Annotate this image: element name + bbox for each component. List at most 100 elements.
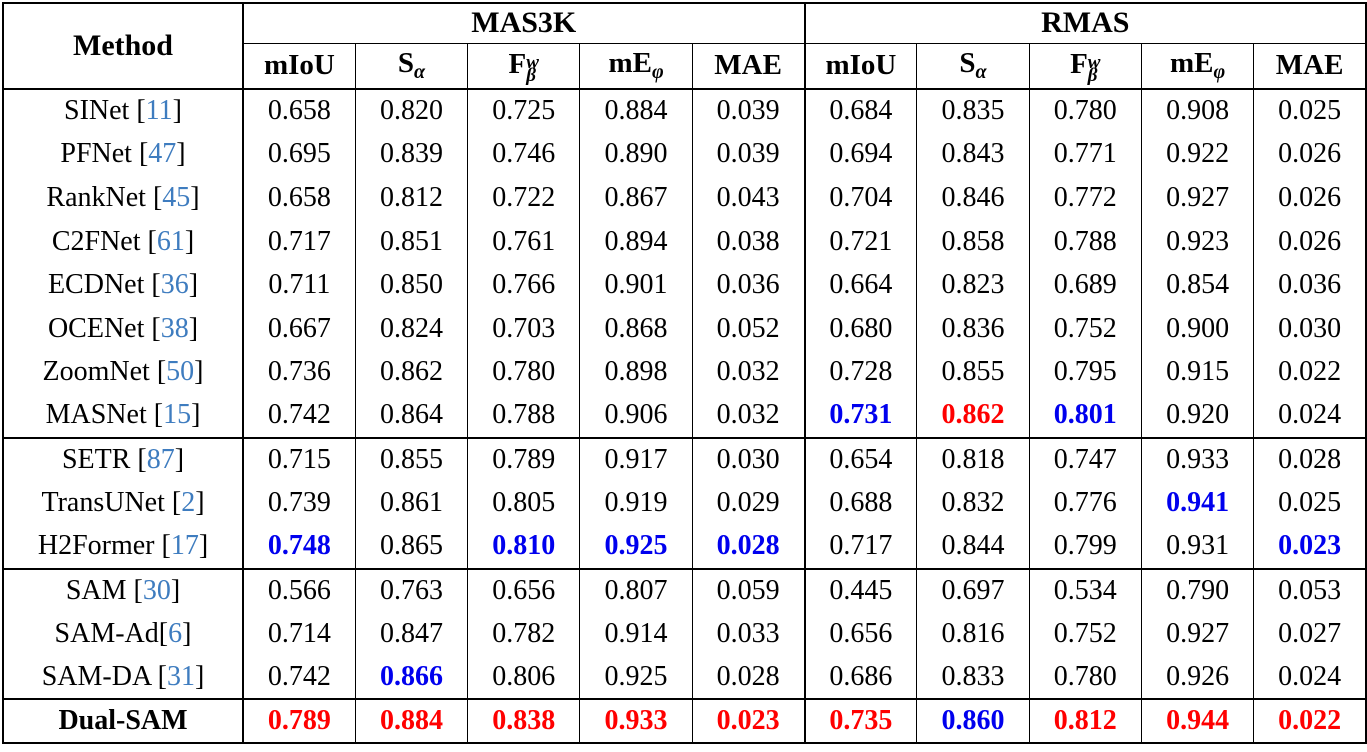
value-cell: 0.788 bbox=[1028, 219, 1142, 264]
value-cell: 0.862 bbox=[354, 350, 468, 395]
value-cell: 0.782 bbox=[467, 612, 580, 656]
value-cell: 0.780 bbox=[467, 350, 580, 395]
citation-link[interactable]: 50 bbox=[166, 356, 195, 388]
value-cell: 0.927 bbox=[1140, 612, 1254, 656]
value-cell: 0.036 bbox=[1253, 263, 1367, 307]
value-cell: 0.704 bbox=[803, 176, 917, 220]
method-label: Dual-SAM bbox=[58, 705, 188, 737]
value-cell: 0.722 bbox=[467, 176, 580, 220]
method-label: PFNet [47] bbox=[60, 138, 186, 170]
metric-header-s-alpha: Sα bbox=[354, 43, 468, 90]
value-cell: 0.680 bbox=[803, 306, 917, 351]
citation-link[interactable]: 6 bbox=[168, 617, 183, 649]
method-label: OCENet [38] bbox=[47, 312, 199, 344]
table-row: SAM-Ad[6] 0.714 0.847 0.782 0.914 0.033 0.656 0… bbox=[3, 612, 1367, 656]
value-cell: 0.036 bbox=[691, 263, 805, 307]
value-cell: 0.032 bbox=[691, 394, 805, 439]
value-cell: 0.772 bbox=[1028, 176, 1142, 220]
citation-link[interactable]: 2 bbox=[181, 487, 196, 519]
dataset-header-mas3k: MAS3K bbox=[242, 3, 805, 44]
value-cell: 0.731 bbox=[803, 394, 917, 439]
value-cell: 0.746 bbox=[467, 132, 580, 177]
citation-link[interactable]: 30 bbox=[142, 574, 171, 606]
citation-link[interactable]: 17 bbox=[170, 530, 199, 562]
method-label: SAM-DA [31] bbox=[3, 655, 243, 701]
value-cell: 0.684 bbox=[803, 89, 917, 133]
value-cell: 0.029 bbox=[691, 481, 805, 525]
value-cell: 0.766 bbox=[467, 263, 580, 307]
value-cell: 0.925 bbox=[579, 524, 693, 570]
value-cell: 0.714 bbox=[241, 612, 356, 656]
value-cell: 0.043 bbox=[691, 176, 805, 220]
value-cell: 0.658 bbox=[241, 176, 356, 220]
value-cell: 0.884 bbox=[579, 89, 693, 133]
value-cell: 0.806 bbox=[467, 655, 580, 701]
value-cell: 0.812 bbox=[1028, 699, 1142, 743]
value-cell: 0.915 bbox=[1140, 350, 1254, 395]
value-cell: 0.022 bbox=[1253, 350, 1367, 395]
value-cell: 0.742 bbox=[241, 655, 356, 701]
value-cell: 0.799 bbox=[1028, 524, 1142, 570]
value-cell: 0.846 bbox=[916, 176, 1030, 220]
citation-link[interactable]: 87 bbox=[146, 444, 175, 476]
value-cell: 0.860 bbox=[916, 699, 1030, 743]
value-cell: 0.026 bbox=[1253, 132, 1367, 177]
value-cell: 0.833 bbox=[916, 655, 1030, 701]
method-column-header: Method bbox=[3, 3, 243, 90]
value-cell: 0.534 bbox=[1028, 568, 1142, 613]
value-cell: 0.900 bbox=[1140, 306, 1254, 351]
table-row: PFNet [47] 0.695 0.839 0.746 0.890 0.039 0.694… bbox=[3, 132, 1367, 177]
metric-header-mae: MAE bbox=[1253, 43, 1367, 90]
value-cell: 0.703 bbox=[467, 306, 580, 351]
method-label: ECDNet [36] bbox=[47, 269, 199, 301]
value-cell: 0.790 bbox=[1140, 568, 1254, 613]
citation-link[interactable]: 15 bbox=[163, 399, 192, 431]
value-cell: 0.664 bbox=[803, 263, 917, 307]
metric-header-me-phi: mEφ bbox=[579, 43, 693, 90]
citation-link[interactable]: 61 bbox=[156, 225, 185, 257]
value-cell: 0.026 bbox=[1253, 176, 1367, 220]
value-cell: 0.027 bbox=[1253, 612, 1367, 656]
value-cell: 0.922 bbox=[1140, 132, 1254, 177]
value-cell: 0.884 bbox=[354, 699, 468, 743]
value-cell: 0.862 bbox=[916, 394, 1030, 439]
value-cell: 0.721 bbox=[803, 219, 917, 264]
value-cell: 0.032 bbox=[691, 350, 805, 395]
table-row: MASNet [15] 0.742 0.864 0.788 0.906 0.032 0.73… bbox=[3, 394, 1367, 439]
citation-link[interactable]: 31 bbox=[166, 661, 195, 693]
citation-link[interactable]: 11 bbox=[145, 95, 173, 127]
table-body: SINet [11] 0.658 0.820 0.725 0.884 0.039 0.684… bbox=[3, 89, 1367, 743]
citation-link[interactable]: 45 bbox=[162, 181, 191, 213]
value-cell: 0.867 bbox=[579, 176, 693, 220]
metric-header-s-alpha: Sα bbox=[916, 43, 1030, 90]
method-label: ZoomNet [50] bbox=[42, 356, 204, 388]
method-label: C2FNet [61] bbox=[51, 225, 195, 257]
value-cell: 0.748 bbox=[241, 524, 356, 570]
method-label: SAM [30] bbox=[65, 574, 181, 606]
table-row: ECDNet [36] 0.711 0.850 0.766 0.901 0.036 0.66… bbox=[3, 263, 1367, 307]
method-label: TransUNet [2] bbox=[41, 487, 205, 519]
table-row: SINet [11] 0.658 0.820 0.725 0.884 0.039 0.684… bbox=[3, 89, 1367, 133]
value-cell: 0.810 bbox=[467, 524, 580, 570]
citation-link[interactable]: 38 bbox=[160, 312, 189, 344]
value-cell: 0.807 bbox=[579, 568, 693, 613]
citation-link[interactable]: 36 bbox=[160, 269, 189, 301]
value-cell: 0.925 bbox=[579, 655, 693, 701]
value-cell: 0.818 bbox=[916, 437, 1030, 482]
value-cell: 0.023 bbox=[1253, 524, 1367, 570]
value-cell: 0.944 bbox=[1140, 699, 1254, 743]
value-cell: 0.667 bbox=[241, 306, 356, 351]
value-cell: 0.026 bbox=[1253, 219, 1367, 264]
value-cell: 0.812 bbox=[354, 176, 468, 220]
value-cell: 0.931 bbox=[1140, 524, 1254, 570]
value-cell: 0.566 bbox=[241, 568, 356, 613]
citation-link[interactable]: 47 bbox=[148, 138, 177, 170]
value-cell: 0.028 bbox=[691, 655, 805, 701]
table-row: C2FNet [61] 0.717 0.851 0.761 0.894 0.038 0.72… bbox=[3, 219, 1367, 264]
table-row: RankNet [45] 0.658 0.812 0.722 0.867 0.043 0.7… bbox=[3, 176, 1367, 220]
value-cell: 0.920 bbox=[1140, 394, 1254, 439]
value-cell: 0.022 bbox=[1253, 699, 1367, 743]
value-cell: 0.028 bbox=[1253, 437, 1367, 482]
value-cell: 0.927 bbox=[1140, 176, 1254, 220]
